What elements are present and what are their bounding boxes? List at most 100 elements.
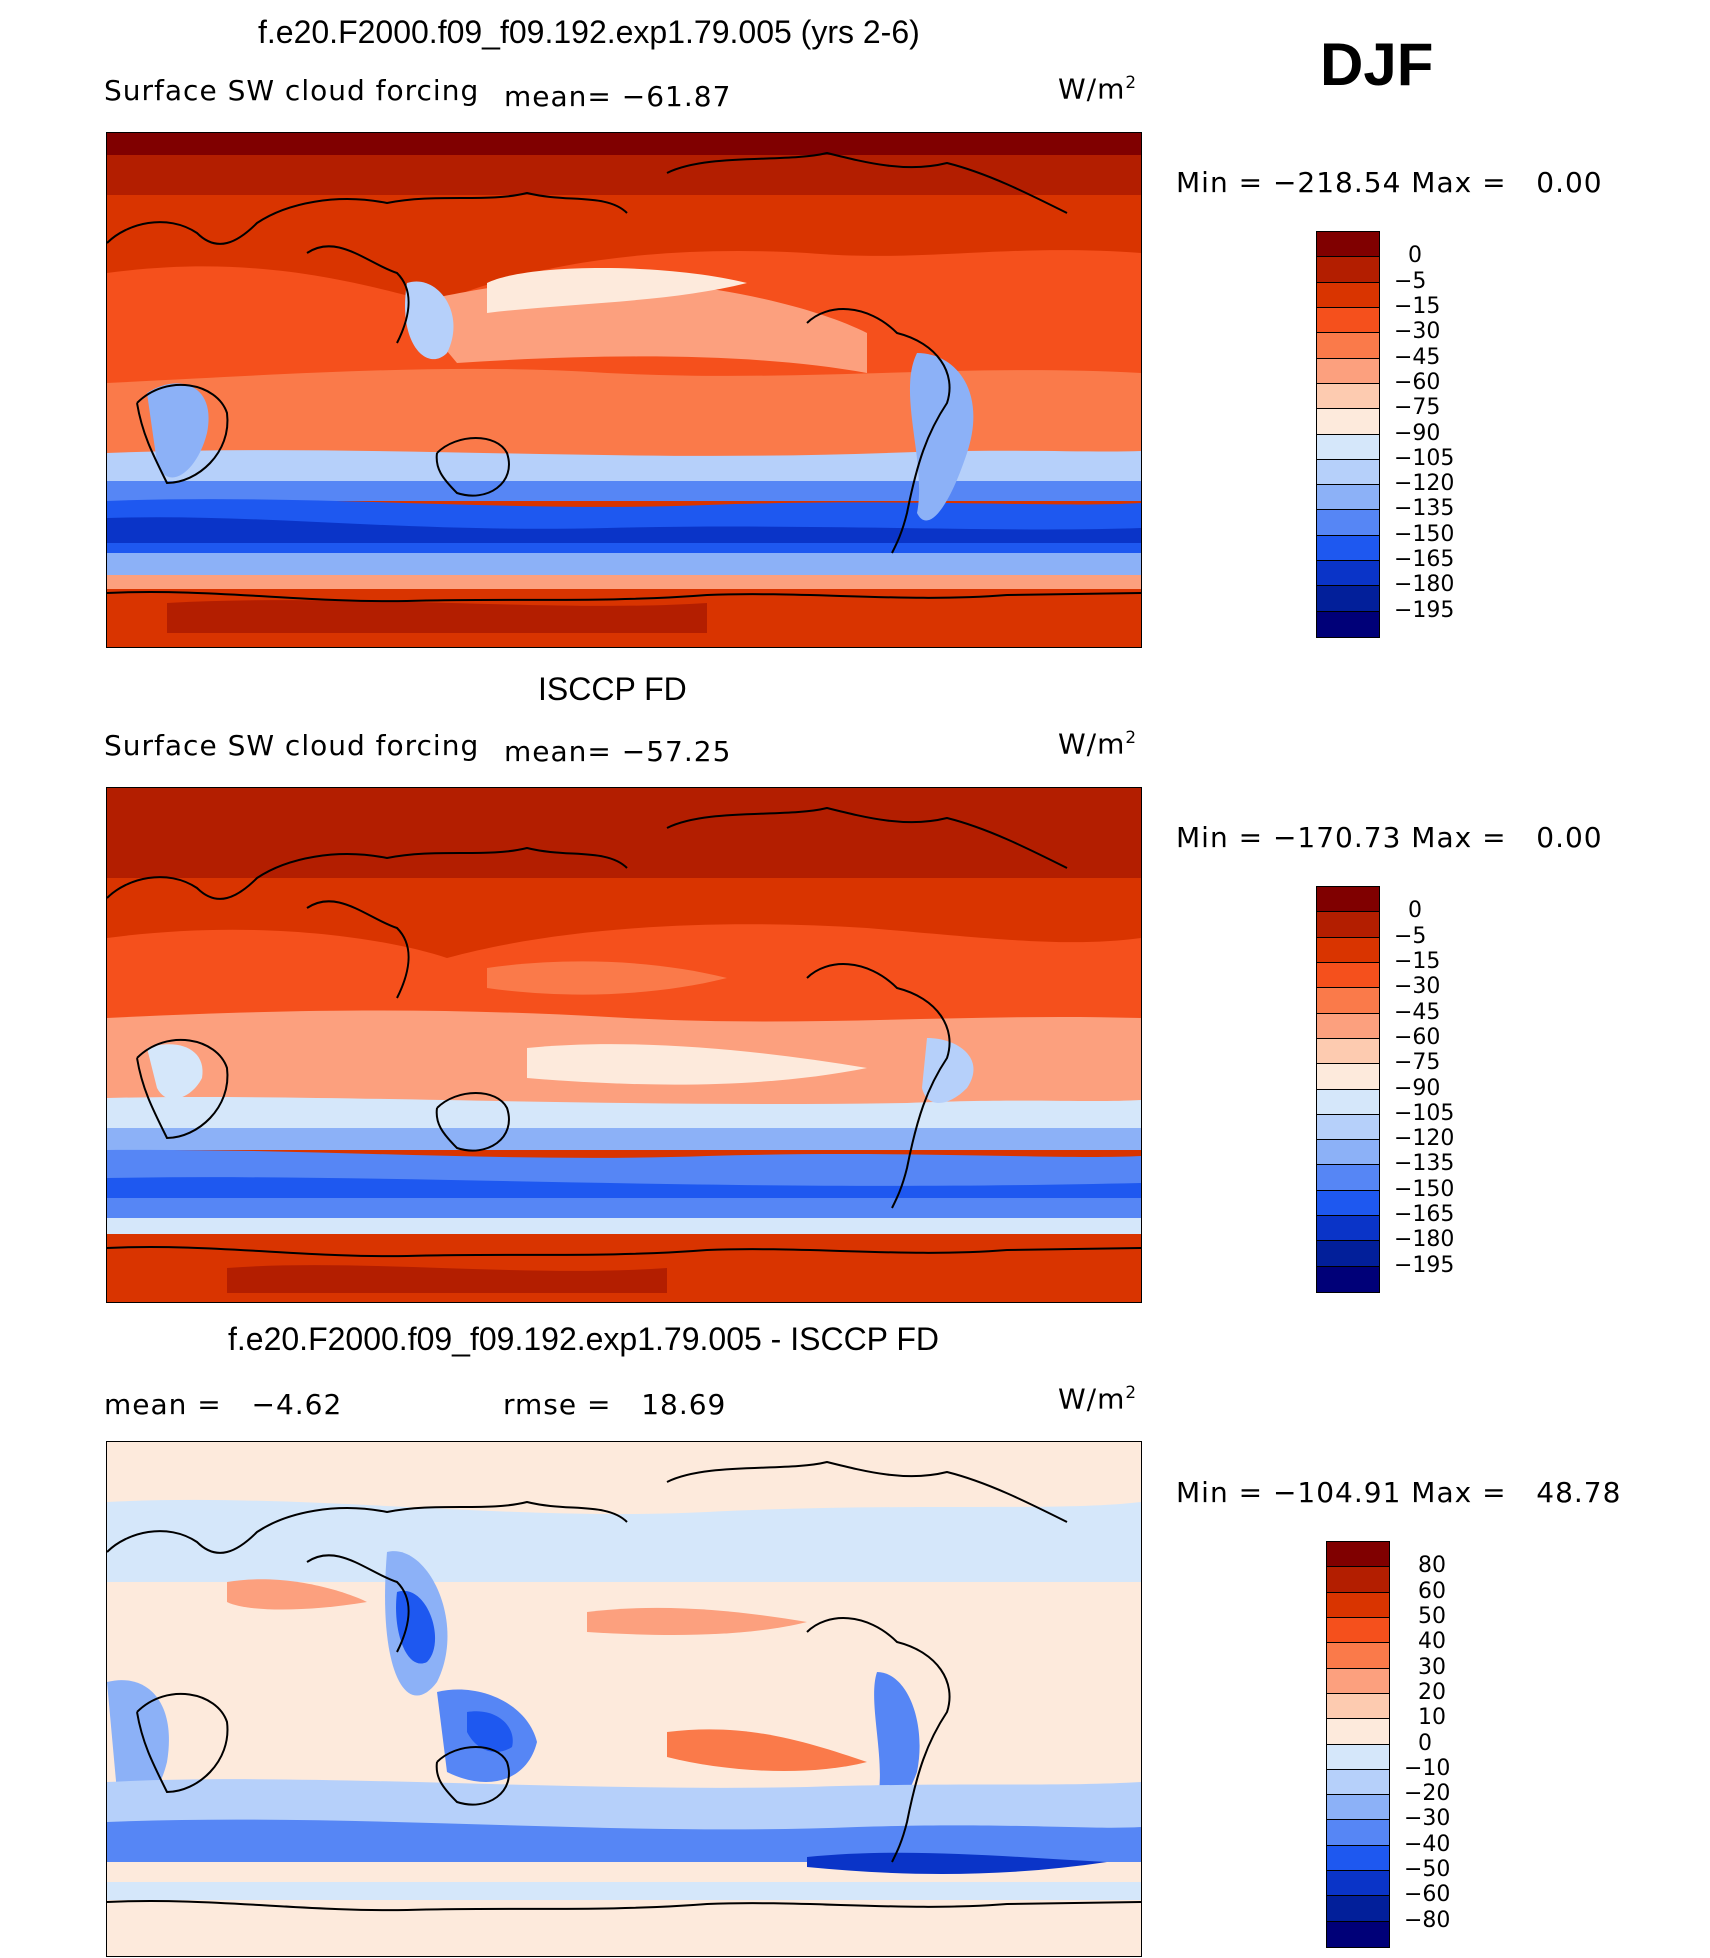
panel1-map xyxy=(106,132,1142,648)
colorbar-level-label: −105 xyxy=(1394,1100,1455,1126)
colorbar-level-label: −60 xyxy=(1394,1024,1441,1050)
panel3-min-label: Min xyxy=(1176,1476,1229,1509)
panel1-mean-value: −61.87 xyxy=(621,80,732,113)
panel2-colorbar xyxy=(1316,886,1380,1293)
panel2-map-svg xyxy=(107,788,1141,1302)
colorbar-level-label: −150 xyxy=(1394,521,1455,547)
panel3-min-value: −104.91 xyxy=(1272,1476,1402,1509)
colorbar-level-label: −50 xyxy=(1404,1857,1451,1883)
panel3-minmax: Min = −104.91 Max = 48.78 xyxy=(1176,1476,1622,1509)
panel1-min-value: −218.54 xyxy=(1272,166,1402,199)
colorbar-swatch xyxy=(1327,1542,1389,1568)
colorbar-swatch xyxy=(1317,912,1379,938)
panel2-min-value: −170.73 xyxy=(1272,821,1402,854)
colorbar-swatch xyxy=(1327,1643,1389,1669)
colorbar-level-label: −75 xyxy=(1394,395,1441,421)
colorbar-swatch xyxy=(1317,282,1379,308)
panel1-units-text: W/m xyxy=(1058,72,1126,106)
panel2-map xyxy=(106,787,1142,1303)
panel3-units-text: W/m xyxy=(1058,1382,1126,1416)
colorbar-swatch xyxy=(1327,1795,1389,1821)
colorbar-level-label: −105 xyxy=(1394,445,1455,471)
colorbar-level-label: −180 xyxy=(1394,1227,1455,1253)
colorbar-level-label: −45 xyxy=(1394,999,1441,1025)
colorbar-swatch xyxy=(1317,937,1379,963)
colorbar-level-label: −80 xyxy=(1404,1907,1451,1933)
colorbar-level-label: −30 xyxy=(1394,974,1441,1000)
panel3-mean: mean = −4.62 xyxy=(104,1388,342,1421)
colorbar-level-label: −30 xyxy=(1394,319,1441,345)
colorbar-level-label: 0 xyxy=(1408,243,1422,269)
panel3-rmse: rmse = 18.69 xyxy=(503,1388,726,1421)
panel2-max-value: 0.00 xyxy=(1536,821,1603,854)
colorbar-swatch xyxy=(1327,1871,1389,1897)
panel1-variable: Surface SW cloud forcing xyxy=(104,74,480,107)
colorbar-swatch xyxy=(1327,1693,1389,1720)
colorbar-swatch xyxy=(1317,1266,1379,1292)
colorbar-swatch xyxy=(1317,887,1379,913)
panel1-mean-label: mean= xyxy=(504,80,612,113)
colorbar-swatch xyxy=(1327,1592,1389,1618)
panel2-units-exp: 2 xyxy=(1125,727,1138,747)
panel2-minmax: Min = −170.73 Max = 0.00 xyxy=(1176,821,1603,854)
panel1-min-label: Min xyxy=(1176,166,1229,199)
panel2-variable: Surface SW cloud forcing xyxy=(104,729,480,762)
colorbar-level-label: −90 xyxy=(1394,1075,1441,1101)
panel3-mean-label: mean = xyxy=(104,1388,222,1421)
colorbar-swatch xyxy=(1327,1617,1389,1644)
colorbar-level-label: −195 xyxy=(1394,1252,1455,1278)
colorbar-level-label: −120 xyxy=(1394,1126,1455,1152)
colorbar-swatch xyxy=(1317,257,1379,283)
panel2-min-label: Min xyxy=(1176,821,1229,854)
colorbar-swatch xyxy=(1317,586,1379,612)
colorbar-level-label: −90 xyxy=(1394,420,1441,446)
colorbar-swatch xyxy=(1327,1744,1389,1770)
colorbar-swatch xyxy=(1317,561,1379,587)
panel1-max-label: Max xyxy=(1411,166,1473,199)
colorbar-swatch xyxy=(1327,1769,1389,1796)
colorbar-level-label: −15 xyxy=(1394,293,1441,319)
colorbar-swatch xyxy=(1327,1820,1389,1846)
panel2-mean-label: mean= xyxy=(504,735,612,768)
colorbar-level-label: −150 xyxy=(1394,1176,1455,1202)
colorbar-swatch xyxy=(1317,1064,1379,1090)
colorbar-swatch xyxy=(1317,535,1379,562)
colorbar-level-label: −30 xyxy=(1404,1806,1451,1832)
colorbar-level-label: −60 xyxy=(1394,369,1441,395)
colorbar-swatch xyxy=(1317,510,1379,536)
panel2-units: W/m2 xyxy=(1058,727,1137,760)
colorbar-swatch xyxy=(1327,1719,1389,1745)
panel3-max-label: Max xyxy=(1411,1476,1473,1509)
panel3-units: W/m2 xyxy=(1058,1382,1137,1415)
colorbar-swatch xyxy=(1317,232,1379,258)
panel3-rmse-label: rmse = xyxy=(503,1388,612,1421)
colorbar-swatch xyxy=(1327,1845,1389,1872)
colorbar-level-label: 50 xyxy=(1418,1603,1446,1629)
colorbar-swatch xyxy=(1317,1216,1379,1242)
panel2-max-label: Max xyxy=(1411,821,1473,854)
colorbar-level-label: −135 xyxy=(1394,1151,1455,1177)
colorbar-swatch xyxy=(1317,611,1379,637)
panel2-title: ISCCP FD xyxy=(538,671,687,707)
colorbar-level-label: −5 xyxy=(1394,268,1427,294)
colorbar-swatch xyxy=(1317,1190,1379,1217)
panel2-mean-value: −57.25 xyxy=(621,735,732,768)
panel1-minmax: Min = −218.54 Max = 0.00 xyxy=(1176,166,1603,199)
colorbar-swatch xyxy=(1317,307,1379,334)
colorbar-swatch xyxy=(1327,1921,1389,1947)
panel1-title: f.e20.F2000.f09_f09.192.exp1.79.005 (yrs… xyxy=(258,14,920,50)
colorbar-swatch xyxy=(1317,383,1379,410)
colorbar-level-label: −60 xyxy=(1404,1882,1451,1908)
colorbar-level-label: −165 xyxy=(1394,1202,1455,1228)
panel3-rmse-value: 18.69 xyxy=(641,1388,727,1421)
panel2-mean: mean= −57.25 xyxy=(504,735,731,768)
panel1-map-svg xyxy=(107,133,1141,647)
colorbar-swatch xyxy=(1317,459,1379,486)
colorbar-level-label: −5 xyxy=(1394,923,1427,949)
panel3-title: f.e20.F2000.f09_f09.192.exp1.79.005 - IS… xyxy=(228,1321,939,1357)
colorbar-swatch xyxy=(1317,409,1379,435)
panel1-units: W/m2 xyxy=(1058,72,1137,105)
colorbar-swatch xyxy=(1317,962,1379,989)
panel3-units-exp: 2 xyxy=(1125,1382,1138,1402)
colorbar-level-label: 20 xyxy=(1418,1679,1446,1705)
